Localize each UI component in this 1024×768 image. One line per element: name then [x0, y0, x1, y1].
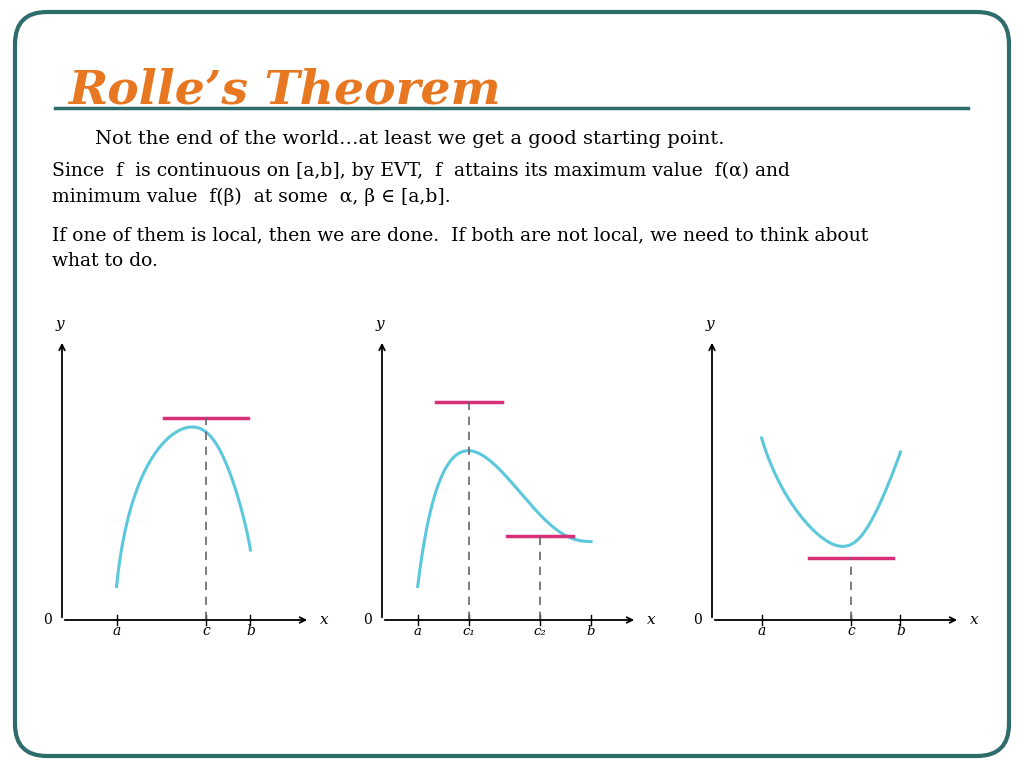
Text: 0: 0: [44, 613, 52, 627]
Text: a: a: [758, 624, 766, 638]
Text: x: x: [970, 613, 979, 627]
Text: b: b: [896, 624, 905, 638]
Text: Rolle’s Theorem: Rolle’s Theorem: [68, 68, 501, 114]
FancyBboxPatch shape: [15, 12, 1009, 756]
Text: c₂: c₂: [534, 625, 547, 638]
Text: b: b: [587, 625, 595, 638]
Text: x: x: [319, 613, 329, 627]
Text: a: a: [414, 625, 422, 638]
Text: c₁: c₁: [462, 625, 475, 638]
Text: Since  f  is continuous on [a,b], by EVT,  f  attains its maximum value  f(α) an: Since f is continuous on [a,b], by EVT, …: [52, 162, 790, 180]
Text: 0: 0: [364, 613, 373, 627]
Text: y: y: [706, 317, 715, 331]
Text: c: c: [202, 624, 210, 638]
Text: b: b: [246, 624, 255, 638]
Text: If one of them is local, then we are done.  If both are not local, we need to th: If one of them is local, then we are don…: [52, 226, 868, 244]
Text: Not the end of the world…at least we get a good starting point.: Not the end of the world…at least we get…: [95, 130, 725, 148]
Text: 0: 0: [693, 613, 702, 627]
Text: what to do.: what to do.: [52, 252, 158, 270]
Text: x: x: [647, 613, 655, 627]
Text: y: y: [55, 317, 65, 331]
Text: a: a: [113, 624, 121, 638]
Text: c: c: [847, 624, 855, 638]
Text: minimum value  f(β)  at some  α, β ∈ [a,b].: minimum value f(β) at some α, β ∈ [a,b].: [52, 188, 451, 207]
Text: y: y: [376, 317, 384, 331]
